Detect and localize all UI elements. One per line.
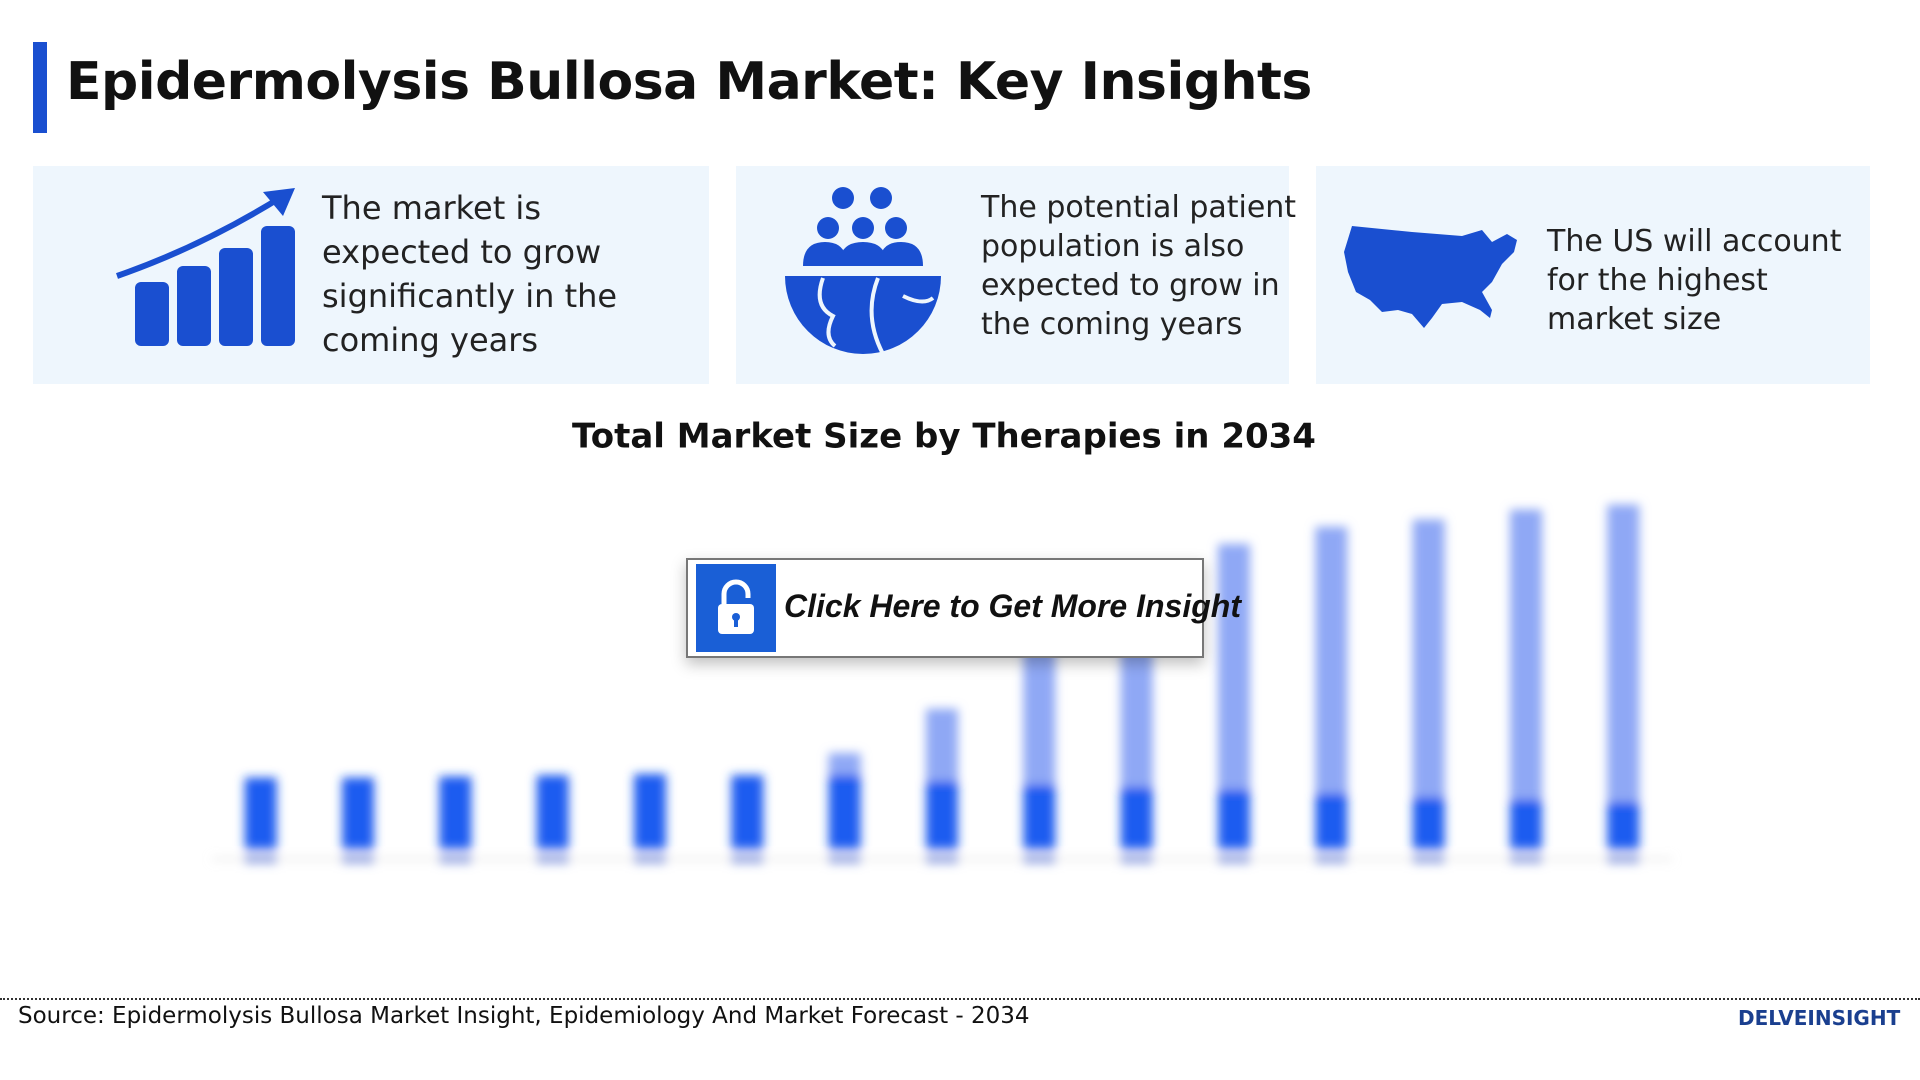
button-label[interactable]: Click Here to Get More Insight [784, 588, 1241, 624]
bar-segment [1607, 504, 1640, 803]
bar-segment [342, 777, 374, 849]
us-map-icon [1344, 226, 1517, 328]
bar-segment [536, 775, 569, 849]
bar-segment [731, 775, 764, 849]
insight-line: significantly in the [322, 277, 618, 315]
insight-line: for the highest [1547, 263, 1768, 298]
bar-segment [926, 781, 958, 849]
lock-glyph [718, 579, 754, 634]
insight-button[interactable]: Click Here to Get More Insight [686, 558, 1241, 658]
insight-line: coming years [322, 321, 539, 359]
insight-text: The US will account for the highest mark… [1547, 222, 1841, 339]
bar-segment [1023, 639, 1056, 786]
bar-segment [1412, 797, 1445, 849]
bar-segment [1510, 799, 1542, 849]
bar-segment [244, 777, 277, 849]
bar-segment [439, 776, 472, 849]
page-title: Epidermolysis Bullosa Market: Key Insigh… [66, 52, 1312, 112]
insight-line: population is also [981, 229, 1245, 264]
insight-card: The market is expected to grow significa… [33, 166, 709, 384]
bar-segment [1412, 519, 1445, 798]
bar-segment [828, 753, 861, 776]
insight-line: The US will account [1547, 224, 1842, 259]
insight-line: The potential patient [981, 190, 1297, 225]
source-note: Source: Epidermolysis Bullosa Market Ins… [18, 1003, 1030, 1029]
chart: Total Market Size by Therapies in 2034 [212, 417, 1672, 863]
insight-card: The potential patient population is also… [736, 166, 1296, 384]
insight-text: The market is expected to grow significa… [322, 186, 617, 362]
chart-title: Total Market Size by Therapies in 2034 [572, 417, 1316, 457]
insight-line: The market is [322, 189, 541, 227]
insight-line: the coming years [981, 307, 1243, 342]
insight-card: The US will account for the highest mark… [1316, 166, 1870, 384]
growth-icon [116, 188, 295, 346]
bar-segment [1120, 787, 1153, 849]
insight-line: expected to grow in [981, 268, 1280, 303]
insight-text: The potential patient population is also… [981, 188, 1296, 344]
brand-logo: DELVEINSIGHT [1738, 1006, 1901, 1030]
bar-segment [828, 775, 861, 849]
bar-segment [1315, 793, 1348, 849]
title-accent [33, 42, 47, 133]
bar-segment [1510, 509, 1542, 800]
plot-area [212, 504, 1672, 863]
population-icon [785, 187, 941, 355]
bar-segment [634, 773, 666, 849]
bar-segment [1120, 639, 1153, 788]
insight-line: expected to grow [322, 233, 602, 271]
bar-segment [1315, 526, 1348, 794]
lock-icon [696, 564, 776, 652]
bar-segment [1607, 802, 1640, 849]
footer-divider [0, 998, 1920, 1000]
bar-segment [926, 708, 958, 782]
bar-segment [1218, 789, 1250, 849]
bar-segment [1218, 543, 1250, 790]
insight-line: market size [1547, 302, 1722, 337]
bar-segment [1023, 785, 1056, 849]
